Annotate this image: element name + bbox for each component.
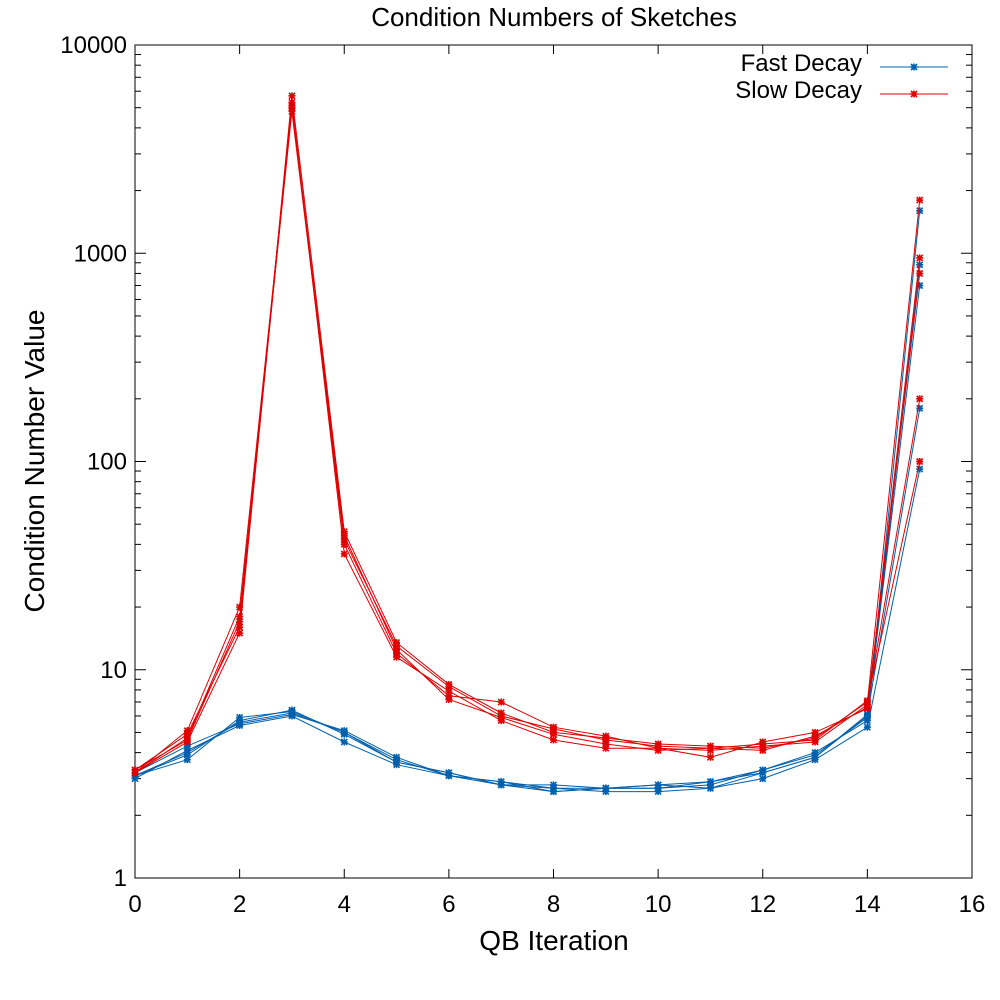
- data-point: [910, 63, 918, 71]
- data-point: [706, 778, 715, 786]
- legend-label: Slow Decay: [735, 77, 862, 104]
- data-point: [759, 740, 767, 748]
- data-point: [183, 749, 191, 757]
- data-point: [602, 784, 610, 792]
- data-point: [759, 775, 767, 783]
- data-point: [549, 730, 558, 738]
- x-axis-label: QB Iteration: [479, 925, 628, 956]
- y-tick-label: 1000: [74, 240, 127, 267]
- data-point: [759, 769, 767, 777]
- data-point: [131, 766, 139, 774]
- x-tick-label: 0: [128, 891, 141, 918]
- data-point: [916, 261, 924, 269]
- y-tick-label: 1: [114, 865, 127, 892]
- data-point: [916, 207, 924, 215]
- chart-title: Condition Numbers of Sketches: [371, 2, 737, 32]
- data-point: [706, 753, 715, 761]
- x-tick-label: 14: [854, 891, 881, 918]
- y-tick-label: 100: [87, 449, 127, 476]
- data-point: [497, 713, 505, 722]
- data-point: [236, 623, 244, 631]
- data-point: [916, 196, 924, 204]
- y-axis-label: Condition Number Value: [19, 310, 50, 613]
- series-layer: [131, 92, 924, 796]
- data-point: [236, 613, 244, 621]
- data-point: [759, 746, 767, 754]
- data-point: [910, 90, 918, 98]
- y-tick-label: 10000: [60, 32, 127, 59]
- x-tick-labels: 0 2 4 6 8 10 12 14 16: [128, 891, 985, 918]
- data-point: [549, 788, 558, 796]
- data-point: [549, 736, 558, 744]
- data-point: [340, 728, 348, 737]
- data-point: [392, 758, 401, 766]
- data-point: [863, 697, 871, 705]
- series-line: [134, 468, 921, 793]
- data-point: [340, 550, 348, 558]
- series-fast-decay: [131, 281, 924, 796]
- series-slow-decay: [131, 102, 924, 774]
- data-point: [706, 744, 715, 752]
- data-point: [236, 718, 244, 726]
- data-point: [340, 738, 348, 746]
- data-point: [392, 646, 401, 654]
- data-point: [654, 746, 662, 754]
- data-point: [811, 736, 819, 744]
- data-point: [288, 92, 296, 100]
- x-tick-label: 4: [338, 891, 351, 918]
- data-point: [654, 781, 662, 789]
- data-point: [392, 653, 401, 661]
- x-tick-label: 10: [645, 891, 672, 918]
- x-tick-label: 6: [442, 891, 455, 918]
- x-tick-label: 8: [547, 891, 560, 918]
- legend-label: Fast Decay: [741, 50, 862, 77]
- data-point: [183, 730, 191, 738]
- data-point: [497, 781, 505, 789]
- data-point: [916, 269, 924, 277]
- y-tick-labels: 1 10 100 1000 10000: [60, 32, 127, 892]
- data-point: [340, 532, 348, 540]
- data-point: [706, 784, 715, 792]
- data-point: [602, 740, 610, 748]
- y-tick-label: 10: [100, 657, 127, 684]
- series-line: [134, 105, 921, 771]
- data-point: [445, 683, 453, 691]
- axis-ticks: [134, 44, 973, 879]
- data-point: [916, 254, 924, 262]
- data-point: [916, 457, 924, 466]
- data-point: [863, 703, 871, 711]
- data-point: [445, 695, 453, 704]
- series-line: [134, 210, 921, 789]
- data-point: [288, 709, 296, 717]
- series-line: [134, 285, 921, 793]
- data-point: [497, 698, 505, 706]
- x-tick-label: 2: [233, 891, 246, 918]
- data-point: [863, 712, 871, 720]
- data-point: [811, 753, 819, 761]
- legend-entry: Slow Decay: [735, 77, 948, 104]
- data-point: [445, 769, 453, 777]
- legend-entry: Fast Decay: [741, 50, 948, 77]
- data-point: [916, 395, 924, 403]
- x-tick-label: 16: [959, 891, 986, 918]
- data-point: [288, 102, 296, 110]
- data-point: [863, 723, 871, 731]
- x-tick-label: 12: [749, 891, 776, 918]
